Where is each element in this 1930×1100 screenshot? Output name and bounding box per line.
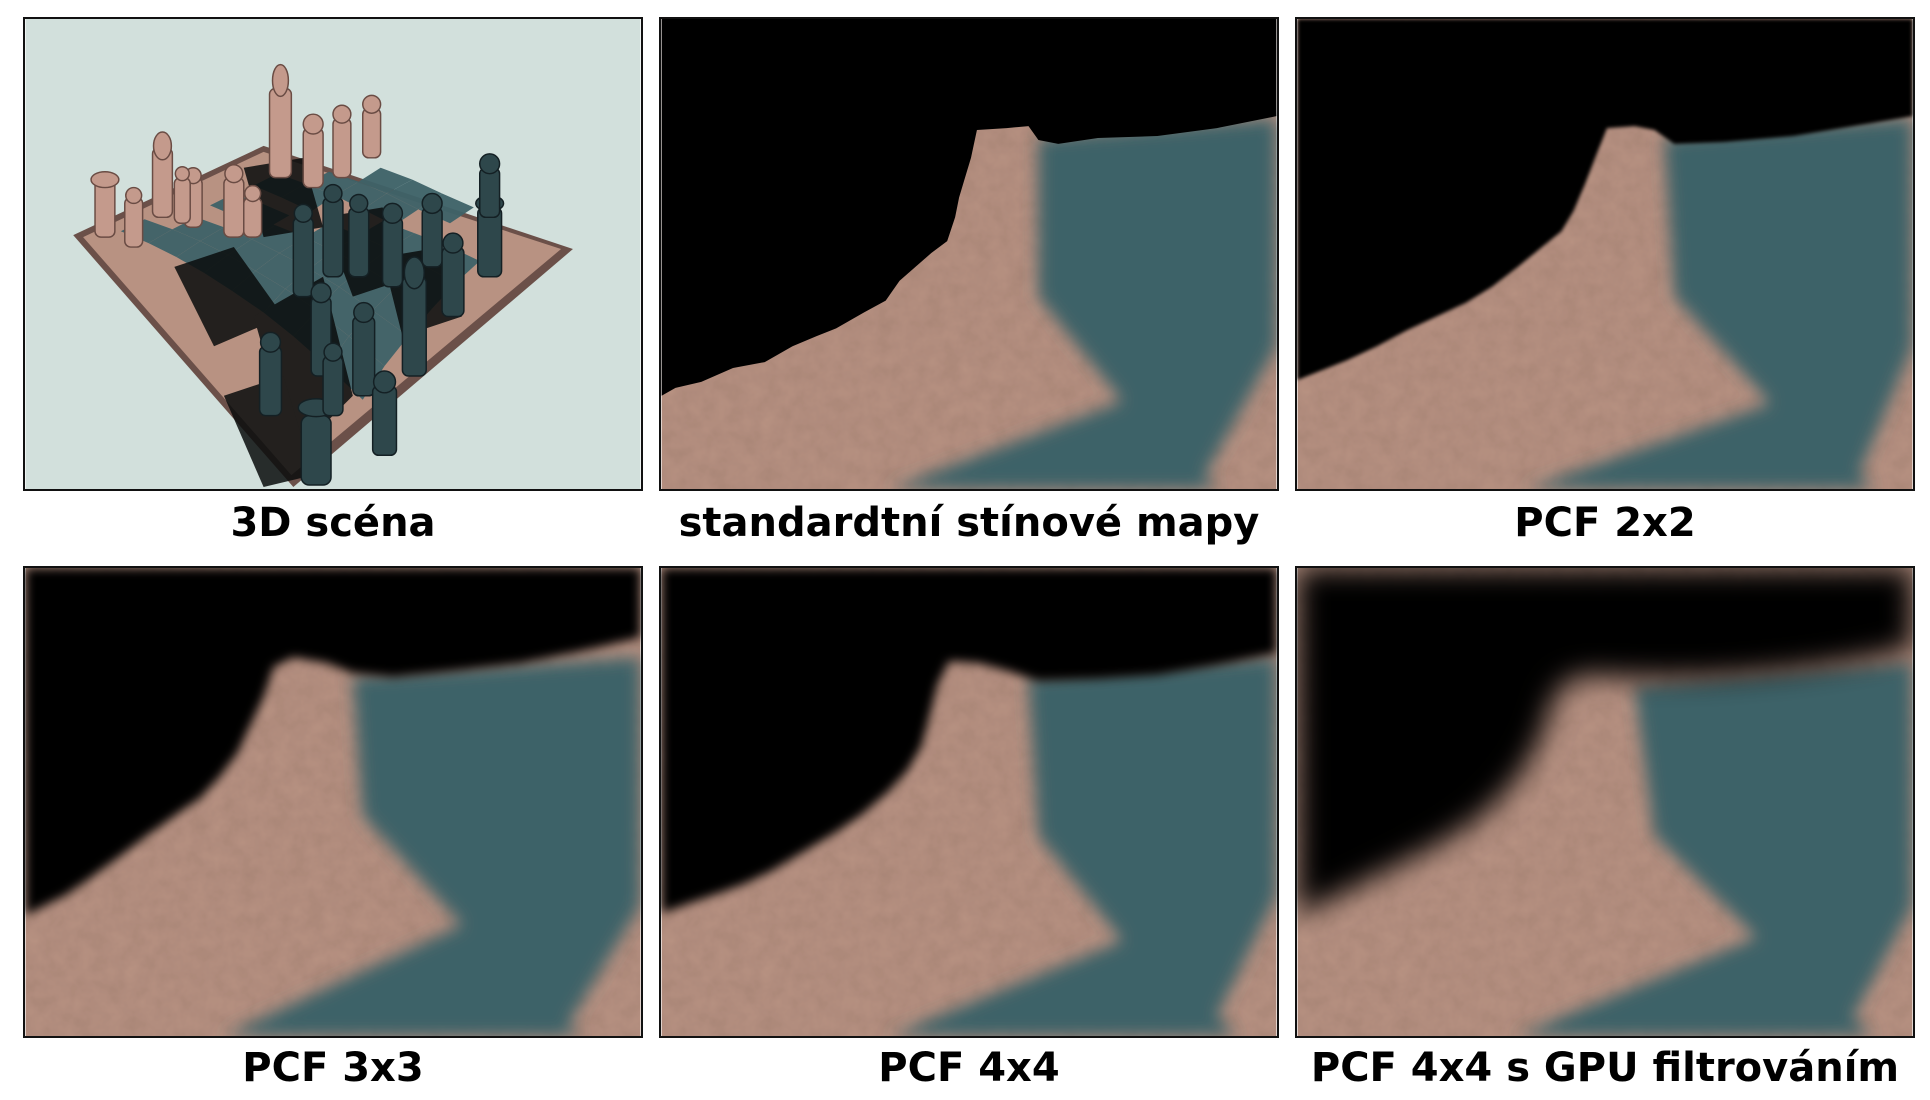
shadow-closeup-image [661, 19, 1277, 489]
caption-pcf-3x3: PCF 3x3 [242, 1045, 424, 1091]
caption-3d-scene: 3D scéna [230, 500, 436, 546]
caption-pcf-4x4: PCF 4x4 [878, 1045, 1060, 1091]
shadow-closeup-image [1297, 568, 1913, 1036]
caption-pcf-2x2: PCF 2x2 [1514, 500, 1696, 546]
shadow-closeup-image [1297, 19, 1913, 489]
shadow-closeup-image [25, 568, 641, 1036]
panel-pcf-4x4-gpu [1295, 566, 1915, 1038]
panel-pcf-3x3 [23, 566, 643, 1038]
panel-pcf-2x2 [1295, 17, 1915, 491]
panel-3d-scene [23, 17, 643, 491]
caption-pcf-4x4-gpu: PCF 4x4 s GPU filtrováním [1310, 1045, 1900, 1091]
shadow-closeup-image [661, 568, 1277, 1036]
chessboard-scene-image [25, 19, 641, 489]
caption-standard-shadow-map: standardtní stínové mapy [678, 500, 1260, 546]
panel-standard-shadow-map [659, 17, 1279, 491]
panel-pcf-4x4 [659, 566, 1279, 1038]
